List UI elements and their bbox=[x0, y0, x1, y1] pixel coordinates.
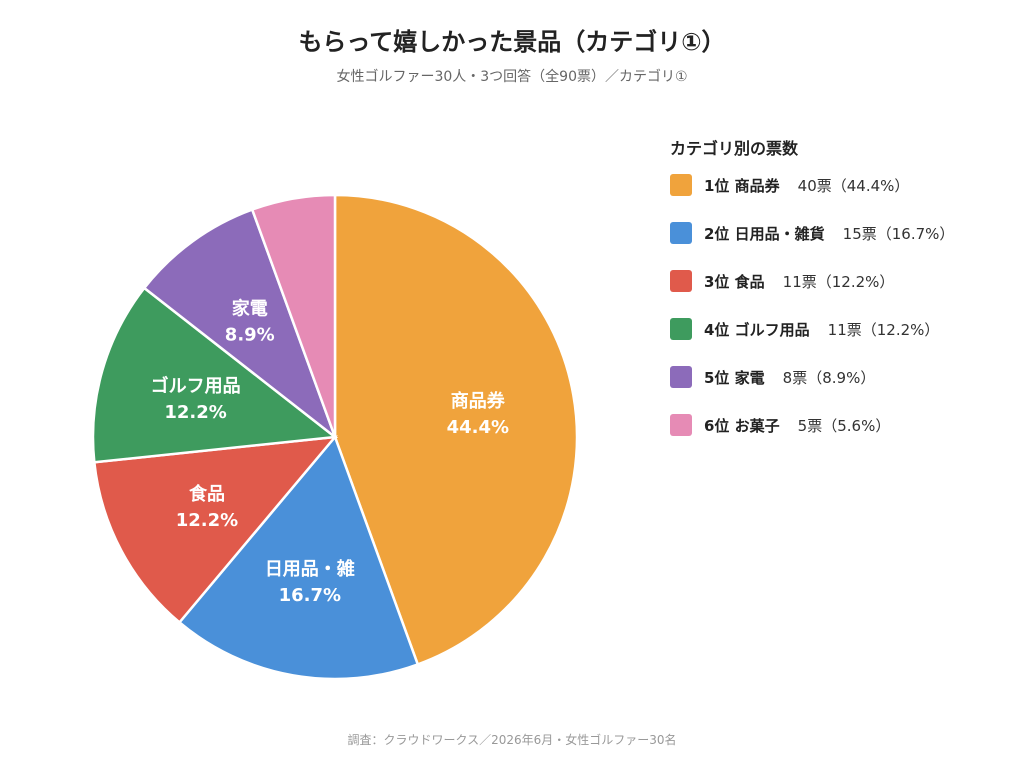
pie-slice-2 bbox=[177, 434, 420, 681]
pie-slice-4 bbox=[91, 286, 339, 464]
source-note: 調査：クラウドワークス／2026年6月・女性ゴルファー30名 bbox=[347, 733, 677, 747]
legend-swatch bbox=[670, 270, 692, 292]
legend-label: 2位 日用品・雑貨 bbox=[704, 224, 825, 243]
legend-value: 15票（16.7%） bbox=[842, 224, 955, 243]
legend-label: 3位 食品 bbox=[704, 272, 765, 291]
slice-label-percent: 12.2% bbox=[164, 402, 226, 423]
pie-slice-labels: 商品券 44.4% 日用品・雑 16.7% 食品 12.2% ゴルフ用品 12.2% 家電 8.9… bbox=[151, 298, 509, 606]
legend-value: 11票（12.2%） bbox=[827, 320, 940, 339]
pie-slice-5 bbox=[142, 207, 338, 441]
legend-label: 5位 家電 bbox=[704, 368, 765, 387]
legend-item-3: 3位 食品 11票（12.2%） bbox=[670, 269, 1020, 293]
slice-label-percent: 8.9% bbox=[225, 325, 275, 346]
slice-label-percent: 12.2% bbox=[176, 510, 238, 531]
pie-slice-3 bbox=[92, 435, 338, 625]
legend-title: カテゴリ別の票数 bbox=[670, 139, 799, 158]
legend-item-4: 4位 ゴルフ用品 11票（12.2%） bbox=[670, 317, 1020, 341]
pie-slice-1 bbox=[333, 193, 579, 667]
legend-value: 5票（5.6%） bbox=[797, 416, 891, 435]
slice-label-name: 食品 bbox=[188, 483, 225, 505]
legend-swatch bbox=[670, 366, 692, 388]
legend-label: 1位 商品券 bbox=[704, 176, 780, 195]
legend-label: 4位 ゴルフ用品 bbox=[704, 320, 810, 339]
slice-label-percent: 44.4% bbox=[447, 417, 509, 438]
legend-item-6: 6位 お菓子 5票（5.6%） bbox=[670, 413, 1020, 437]
legend-value: 40票（44.4%） bbox=[797, 176, 910, 195]
legend-swatch bbox=[670, 318, 692, 340]
legend-item-2: 2位 日用品・雑貨 15票（16.7%） bbox=[670, 221, 1020, 245]
legend-swatch bbox=[670, 414, 692, 436]
legend-item-1: 1位 商品券 40票（44.4%） bbox=[670, 173, 1020, 197]
legend-label: 6位 お菓子 bbox=[704, 416, 780, 435]
chart-subtitle: 女性ゴルファー30人・3つ回答（全90票）／カテゴリ① bbox=[336, 69, 688, 85]
legend-value: 11票（12.2%） bbox=[782, 272, 895, 291]
slice-label-name: 日用品・雑 bbox=[265, 558, 355, 580]
pie-slice-6 bbox=[250, 193, 337, 438]
legend: カテゴリ別の票数 1位 商品券 40票（44.4%） 2位 日用品・雑貨 15票（16… bbox=[670, 135, 1020, 461]
legend-swatch bbox=[670, 174, 692, 196]
slice-label-name: 家電 bbox=[232, 298, 268, 320]
legend-swatch bbox=[670, 222, 692, 244]
pie-slices bbox=[91, 193, 579, 681]
legend-items: 1位 商品券 40票（44.4%） 2位 日用品・雑貨 15票（16.7%） 3位 食品… bbox=[670, 173, 1020, 437]
legend-item-5: 5位 家電 8票（8.9%） bbox=[670, 365, 1020, 389]
slice-label-name: ゴルフ用品 bbox=[151, 375, 241, 397]
chart-title: もらって嬉しかった景品（カテゴリ①） bbox=[298, 28, 726, 56]
slice-label-percent: 16.7% bbox=[279, 585, 341, 606]
legend-value: 8票（8.9%） bbox=[782, 368, 876, 387]
slice-label-name: 商品券 bbox=[451, 390, 506, 412]
